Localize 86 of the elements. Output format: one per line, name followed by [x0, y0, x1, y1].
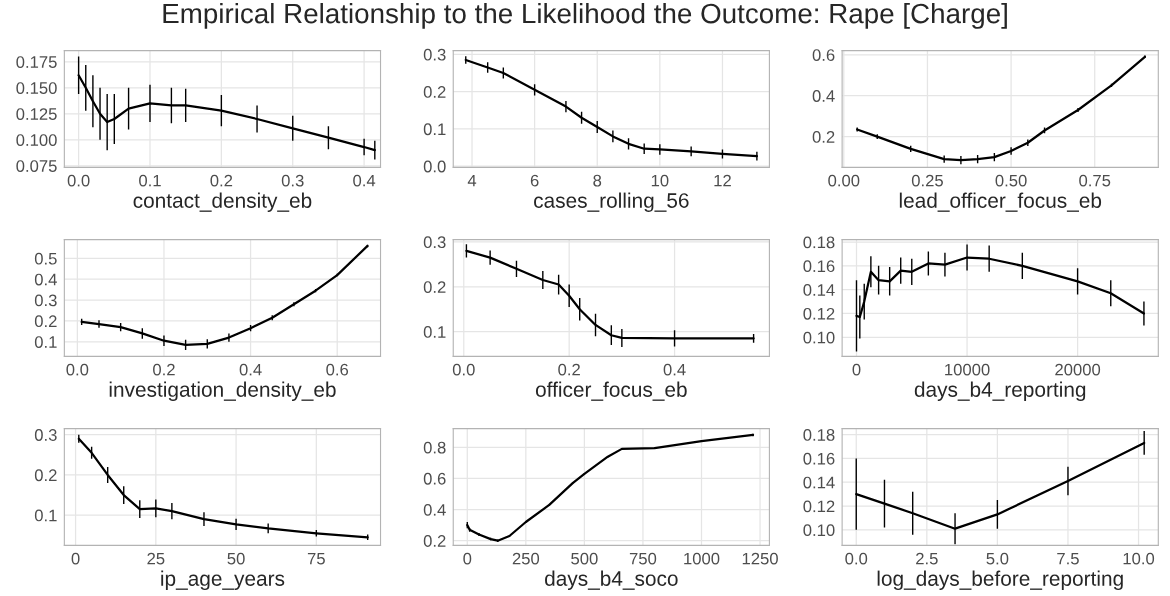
y-tick-label: 0.18: [803, 236, 835, 249]
x-tick-label: 25: [147, 552, 165, 565]
x-tick-label: 0.6: [326, 363, 349, 376]
x-tick-label: 0.0: [452, 363, 475, 376]
y-tick-label: 0.2: [812, 131, 835, 143]
x-tick-label: 0.50: [995, 174, 1027, 187]
x-tick-label: 500: [571, 552, 598, 565]
y-tick-label: 0.175: [16, 56, 57, 68]
y-tick-label: 0.8: [423, 441, 446, 454]
x-tick-label: 0.2: [558, 363, 580, 376]
y-tick-label: 0.4: [34, 273, 57, 286]
y-tick-label: 0.12: [803, 500, 835, 513]
x-tick-label: 0.4: [663, 363, 686, 376]
y-tick-label: 0.10: [803, 331, 835, 344]
x-tick-label: 1000: [684, 552, 720, 565]
x-tick-label: 0.00: [828, 174, 860, 187]
y-tick-label: 0.16: [803, 452, 835, 465]
y-tick-label: 0.2: [423, 86, 446, 98]
y-tick-label: 0.6: [812, 49, 835, 61]
x-tick-label: 0.0: [67, 174, 90, 187]
x-tick-label: 0: [71, 552, 80, 565]
x-tick-label: 0.2: [210, 174, 233, 187]
x-tick-label: 0: [852, 363, 861, 376]
x-tick-label: 12: [714, 174, 731, 187]
x-tick-label: 0.1: [139, 174, 161, 187]
x-tick-label: 8: [593, 174, 602, 187]
y-tick-label: 0.4: [423, 503, 446, 516]
y-tick-label: 0.3: [423, 48, 446, 61]
y-tick-label: 0.14: [803, 476, 835, 489]
x-tick-label: 2.5: [916, 552, 938, 565]
y-tick-label: 0.10: [803, 524, 835, 537]
y-tick-label: 0.2: [34, 469, 57, 482]
x-tick-label: 250: [512, 552, 540, 565]
x-tick-label: 0.4: [353, 174, 376, 187]
x-axis-title: investigation_density_eb: [109, 381, 336, 402]
y-tick-label: 0.150: [16, 82, 57, 94]
x-tick-label: 0.2: [153, 363, 175, 376]
y-tick-label: 0.2: [423, 281, 446, 293]
x-tick-label: 10.0: [1123, 552, 1155, 565]
y-tick-label: 0.2: [34, 315, 57, 328]
x-tick-label: 0.4: [239, 363, 262, 376]
y-tick-label: 0.1: [423, 326, 446, 338]
x-tick-label: 7.5: [1057, 552, 1079, 565]
y-tick-label: 0.6: [423, 472, 446, 485]
x-axis-title: ip_age_years: [161, 570, 285, 591]
y-tick-label: 0.4: [812, 90, 835, 102]
y-tick-label: 0.2: [423, 535, 446, 547]
text: Empirical Relationship to the Likelihood the Outcome: Rape [Charge]: [163, 2, 1007, 29]
y-tick-label: 0.5: [34, 252, 57, 265]
x-tick-label: 0.0: [845, 552, 868, 565]
x-tick-label: 5.0: [986, 552, 1009, 565]
x-tick-label: 10: [651, 174, 669, 187]
y-tick-label: 0.12: [803, 307, 835, 320]
y-tick-label: 0.1: [34, 509, 57, 522]
y-tick-label: 0.0: [423, 160, 446, 173]
x-tick-label: 0: [463, 552, 472, 565]
y-tick-label: 0.125: [16, 108, 57, 120]
x-tick-label: 750: [629, 552, 657, 565]
x-axis-title: lead_officer_focus_eb: [899, 192, 1102, 212]
x-axis-title: contact_density_eb: [133, 192, 312, 213]
x-tick-label: 0.3: [281, 174, 304, 187]
x-tick-label: 0.75: [1079, 174, 1111, 187]
x-tick-label: 4: [467, 174, 477, 187]
x-tick-label: 10000: [945, 363, 990, 376]
y-tick-label: 0.075: [16, 160, 57, 172]
x-axis-title: days_b4_reporting: [914, 381, 1086, 402]
y-tick-label: 0.14: [803, 284, 835, 296]
y-tick-label: 0.1: [423, 123, 446, 136]
x-axis-title: cases_rolling_56: [534, 192, 689, 213]
x-tick-label: 0.0: [66, 363, 89, 376]
y-tick-label: 0.16: [803, 260, 835, 273]
x-axis-title: officer_focus_eb: [535, 381, 687, 401]
x-axis-title: days_b4_soco: [545, 570, 678, 591]
x-tick-label: 50: [227, 552, 245, 565]
x-tick-label: 75: [307, 552, 325, 565]
y-tick-label: 0.1: [34, 336, 57, 348]
x-tick-label: 6: [530, 174, 539, 187]
y-tick-label: 0.3: [34, 294, 57, 307]
y-tick-label: 0.3: [423, 236, 446, 249]
x-tick-label: 20000: [1055, 363, 1101, 376]
x-axis-title: log_days_before_reporting: [877, 570, 1123, 591]
x-tick-label: 1250: [742, 552, 778, 565]
y-tick-label: 0.3: [34, 429, 57, 441]
x-tick-label: 0.25: [911, 174, 943, 187]
y-tick-label: 0.100: [16, 134, 57, 146]
y-tick-label: 0.18: [803, 429, 835, 441]
